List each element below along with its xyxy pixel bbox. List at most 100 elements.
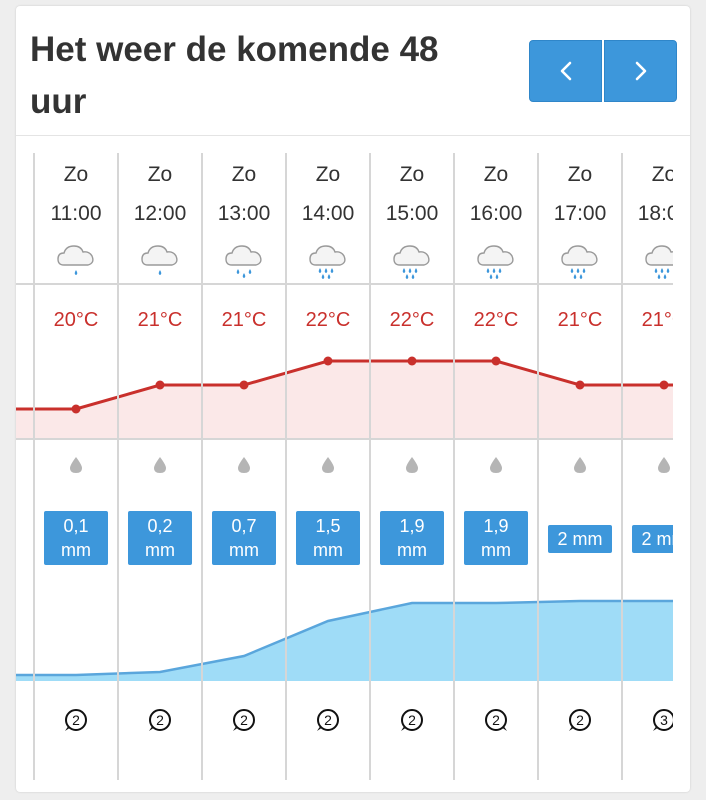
column-divider (33, 153, 35, 780)
hour-day: Zo (315, 163, 341, 186)
raindrop-icon (574, 457, 586, 473)
chevron-right-icon (635, 61, 646, 81)
wind-force: 2 (324, 712, 332, 728)
hour-column-1100[interactable]: Zo 11:00 20°C 0,1 mm 2 (33, 153, 118, 780)
column-divider (537, 153, 539, 780)
precipitation-area (16, 601, 673, 681)
wind-direction-icon: 2 (401, 709, 423, 731)
temperature-label: 21°C (221, 309, 267, 331)
precipitation-value: 0,7 (231, 516, 257, 536)
cloud-rain-icon (393, 245, 430, 279)
raindrop-icon (238, 457, 250, 473)
precipitation-unit: mm (229, 540, 259, 560)
wind-force: 2 (240, 712, 248, 728)
hour-column-1500[interactable]: Zo 15:00 22°C 1,9 mm 2 (369, 153, 454, 780)
cloud-rain-icon (561, 245, 598, 279)
temperature-point-14:00 (323, 356, 333, 366)
precipitation-value: 0,2 (147, 516, 173, 536)
section-divider-precipitation (16, 438, 673, 440)
cloud-rain-icon (477, 245, 514, 279)
wind-force: 3 (660, 712, 668, 728)
temperature-point-11:00 (71, 404, 81, 414)
wind-direction-icon: 2 (233, 709, 255, 731)
hour-time: 18:00 (637, 202, 673, 225)
column-divider (369, 153, 371, 780)
hour-day: Zo (231, 163, 257, 186)
temperature-point-13:00 (239, 380, 249, 390)
hour-day: Zo (63, 163, 89, 186)
temperature-point-17:00 (575, 380, 585, 390)
cloud-rain-icon (309, 245, 346, 279)
temperature-label: 22°C (473, 309, 519, 331)
temperature-label: 21°C (557, 309, 603, 331)
precipitation-unit: mm (481, 540, 511, 560)
hour-column-1600[interactable]: Zo 16:00 22°C 1,9 mm 2 (453, 153, 538, 780)
wind-direction-icon: 3 (653, 709, 673, 731)
temperature-point-16:00 (491, 356, 501, 366)
wind-force: 2 (576, 712, 584, 728)
temperature-label: 21°C (137, 309, 183, 331)
section-divider-temperature (16, 283, 673, 285)
hour-day: Zo (567, 163, 593, 186)
hour-time: 17:00 (553, 202, 607, 225)
column-divider (285, 153, 287, 780)
column-divider (201, 153, 203, 780)
precipitation-badge: 0,2 mm (128, 511, 192, 565)
column-divider (621, 153, 623, 780)
precipitation-badge: 0,7 mm (212, 511, 276, 565)
hour-column-1300[interactable]: Zo 13:00 21°C 0,7 mm 2 (201, 153, 286, 780)
precipitation-value: 1,9 (483, 516, 509, 536)
hour-column-1200[interactable]: Zo 12:00 21°C 0,2 mm 2 (117, 153, 202, 780)
precipitation-unit: mm (397, 540, 427, 560)
precipitation-unit: mm (313, 540, 343, 560)
temperature-point-15:00 (407, 356, 417, 366)
wind-direction-icon: 2 (569, 709, 591, 731)
wind-force: 2 (156, 712, 164, 728)
hour-day: Zo (483, 163, 509, 186)
precipitation-badge: 1,9 mm (380, 511, 444, 565)
wind-direction-icon: 2 (149, 709, 171, 731)
cloud-rain-icon (225, 245, 262, 278)
column-divider (453, 153, 455, 780)
hour-column-1700[interactable]: Zo 17:00 21°C 2 mm 2 (537, 153, 622, 780)
cloud-rain-icon (645, 245, 673, 279)
hour-time: 13:00 (217, 202, 271, 225)
wind-direction-icon: 2 (317, 709, 339, 731)
hourly-forecast-grid[interactable]: Zo 11:00 20°C 0,1 mm 2 Zo 12:00 21°C 0,2 mm 2 Zo 13:0… (16, 153, 673, 780)
wind-force: 2 (72, 712, 80, 728)
precipitation-value: 1,5 (315, 516, 341, 536)
precipitation-unit: mm (145, 540, 175, 560)
previous-button[interactable] (529, 40, 602, 102)
precipitation-badge: 1,9 mm (464, 511, 528, 565)
wind-force: 2 (408, 712, 416, 728)
hour-time: 16:00 (469, 202, 523, 225)
temperature-label: 22°C (305, 309, 351, 331)
raindrop-icon (406, 457, 418, 473)
chevron-left-icon (560, 61, 571, 81)
precipitation-badge: 2 mm (632, 525, 673, 553)
hour-day: Zo (651, 163, 673, 186)
hour-column-1400[interactable]: Zo 14:00 22°C 1,5 mm 2 (285, 153, 370, 780)
raindrop-icon (658, 457, 670, 473)
raindrop-icon (490, 457, 502, 473)
precipitation-badge: 2 mm (548, 525, 612, 553)
forecast-card: Het weer de komende 48 uur Zo 11:00 20°C 0,… (16, 6, 690, 792)
temperature-point-12:00 (155, 380, 165, 390)
precipitation-badge: 1,5 mm (296, 511, 360, 565)
header-divider (16, 135, 690, 136)
hour-time: 14:00 (301, 202, 355, 225)
hour-time: 12:00 (133, 202, 187, 225)
precipitation-value: 0,1 (63, 516, 89, 536)
hour-time: 11:00 (50, 202, 102, 225)
next-button[interactable] (604, 40, 677, 102)
hour-column-1800[interactable]: Zo 18:00 21°C 2 mm 3 (621, 153, 673, 780)
hour-time: 15:00 (385, 202, 439, 225)
wind-direction-icon: 2 (65, 709, 87, 731)
wind-force: 2 (492, 712, 500, 728)
cloud-rain-icon (141, 245, 178, 275)
raindrop-icon (70, 457, 82, 473)
wind-direction-icon: 2 (485, 709, 507, 731)
column-divider (117, 153, 119, 780)
hour-day: Zo (399, 163, 425, 186)
forecast-title: Het weer de komende 48 uur (30, 30, 439, 121)
